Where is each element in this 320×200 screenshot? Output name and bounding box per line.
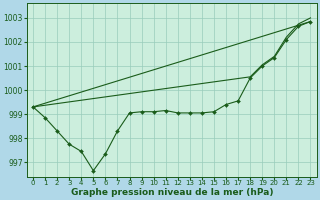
X-axis label: Graphe pression niveau de la mer (hPa): Graphe pression niveau de la mer (hPa) bbox=[70, 188, 273, 197]
